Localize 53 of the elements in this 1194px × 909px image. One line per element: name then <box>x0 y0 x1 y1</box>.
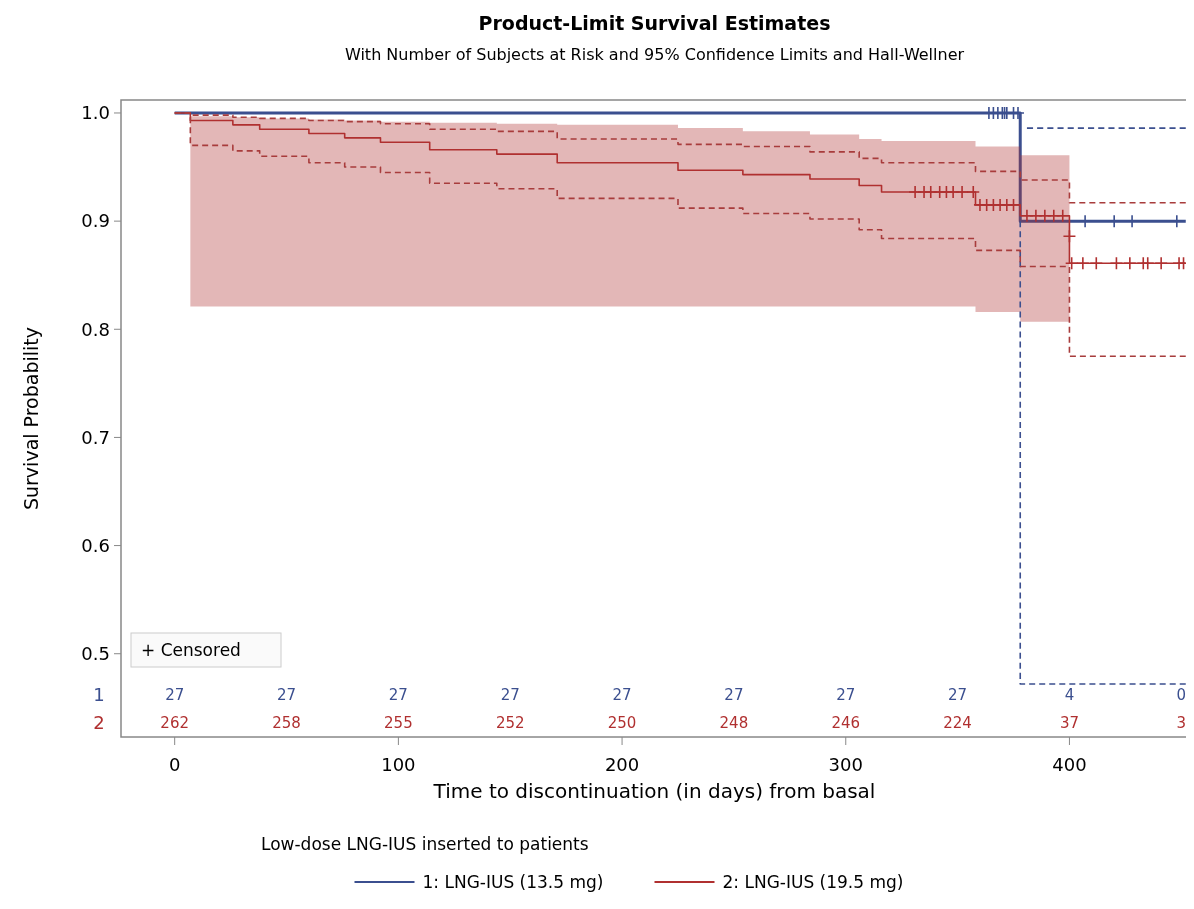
annotation: 250 <box>607 714 637 733</box>
point <box>1055 208 1070 223</box>
annotation: 252 <box>495 714 525 733</box>
annotation: 4 <box>1064 686 1075 705</box>
chart-subtitle: With Number of Subjects at Risk and 95% Confidence Limits and Hall-Wellner <box>344 45 965 64</box>
point <box>1076 256 1090 271</box>
y-tick-label: 0.5 <box>81 643 110 665</box>
point <box>1006 198 1021 212</box>
text: 1 <box>93 684 105 706</box>
y-tick-label: 0.6 <box>81 534 110 556</box>
annotation: 246 <box>831 714 861 733</box>
x-tick-label: 100 <box>381 754 416 775</box>
chart-title: Product-Limit Survival Estimates <box>478 12 831 34</box>
annotation: 27 <box>724 686 744 705</box>
x-tick-label: 200 <box>604 754 640 775</box>
annotation: 37 <box>1059 714 1079 733</box>
point <box>1109 256 1124 271</box>
annotation: 258 <box>272 714 301 733</box>
point <box>1154 256 1168 271</box>
point <box>1064 256 1079 271</box>
point <box>955 185 969 199</box>
y-tick-label: 1.0 <box>81 102 110 124</box>
annotation: 27 <box>165 686 185 705</box>
x-tick-label: 0 <box>168 754 181 775</box>
annotation: 0 <box>1176 686 1187 705</box>
point <box>966 185 981 199</box>
point <box>1123 256 1137 271</box>
y-axis-title: Survival Probability <box>20 326 42 511</box>
annotation: 3 <box>1176 714 1187 733</box>
annotation: 27 <box>612 686 632 705</box>
annotation: + Censored <box>141 640 241 660</box>
annotation: 27 <box>948 686 968 705</box>
annotation: 27 <box>836 686 856 705</box>
x-tick-label: 400 <box>1052 754 1087 775</box>
point <box>1062 229 1077 244</box>
annotation: 27 <box>388 686 408 705</box>
annotation: 262 <box>160 714 190 733</box>
legend-label: 1: LNG-IUS (13.5 mg) <box>422 872 604 892</box>
y-tick-label: 0.7 <box>81 426 110 448</box>
x-axis-title: Time to discontinuation (in days) from basal <box>432 779 876 803</box>
annotation: 255 <box>384 714 413 733</box>
annotation: 27 <box>276 686 297 705</box>
annotation: 224 <box>943 714 972 733</box>
y-tick-label: 0.9 <box>81 210 110 232</box>
legend-title: Low-dose LNG-IUS inserted to patients <box>261 834 589 854</box>
legend-label: 2: LNG-IUS (19.5 mg) <box>722 872 904 892</box>
x-tick-label: 300 <box>828 754 863 775</box>
text: 2 <box>93 712 105 734</box>
y-tick-label: 0.8 <box>81 318 110 340</box>
annotation: 248 <box>719 714 749 733</box>
point <box>1140 256 1155 271</box>
point <box>1089 256 1104 271</box>
annotation: 27 <box>500 686 520 705</box>
